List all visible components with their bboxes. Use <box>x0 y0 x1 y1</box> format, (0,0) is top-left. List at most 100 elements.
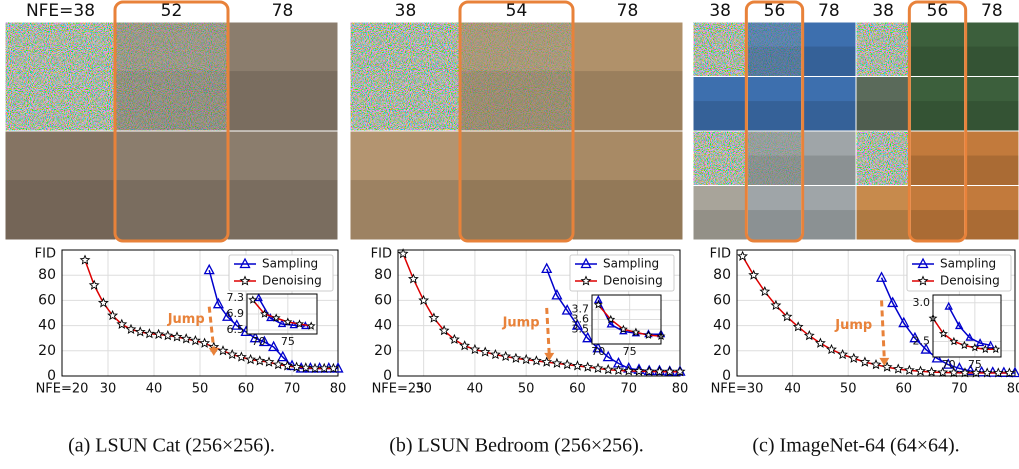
image-shade <box>910 155 965 185</box>
y-tick-label: 40 <box>374 318 392 334</box>
triangle-marker <box>592 341 604 353</box>
image-noise <box>350 22 461 131</box>
inset-y-tick-label: 6.5 <box>227 323 245 336</box>
star-marker <box>892 363 904 374</box>
star-marker <box>300 362 312 373</box>
triangle-marker <box>231 319 243 330</box>
jump-label: Jump <box>834 318 872 333</box>
y-tick-label: 60 <box>374 292 392 308</box>
star-marker <box>520 353 532 365</box>
star-marker <box>235 351 247 362</box>
series-line <box>402 253 680 373</box>
triangle-marker <box>268 340 280 352</box>
sample-image <box>965 22 1019 76</box>
y-tick-label: 0 <box>47 368 56 384</box>
x-tick-label: 70 <box>620 382 637 397</box>
x-tick-label: 60 <box>238 382 255 397</box>
highlight-box <box>744 0 805 243</box>
inset-y-tick-label: 3.6 <box>572 313 590 326</box>
series-line <box>948 306 991 347</box>
image-shade <box>910 101 965 131</box>
highlight-box <box>907 0 968 243</box>
inset-x-tick-label: 70 <box>252 335 266 348</box>
image-shade <box>572 71 683 131</box>
star-marker <box>926 366 938 377</box>
triangle-marker <box>920 343 932 354</box>
column-label: 52 <box>161 1 183 21</box>
y-tick-label: 60 <box>38 292 56 308</box>
legend-label: Denoising <box>603 274 663 288</box>
sample-image <box>965 77 1019 131</box>
star-marker <box>654 365 665 377</box>
image-shade <box>965 46 1019 76</box>
star-marker <box>438 324 450 336</box>
sample-image <box>227 22 338 131</box>
star-marker <box>826 343 837 355</box>
column-label: 54 <box>506 1 528 21</box>
triangle-marker <box>965 332 974 341</box>
star-marker <box>917 275 929 286</box>
y-tick-label: 0 <box>722 368 731 384</box>
star-marker <box>643 330 653 339</box>
sample-image <box>965 131 1019 185</box>
inset-frame <box>246 293 318 335</box>
triangle-marker <box>239 257 251 269</box>
triangle-marker <box>986 340 995 349</box>
jump-arrowhead <box>208 347 219 356</box>
star-marker <box>981 367 993 378</box>
triangle-marker <box>887 296 899 308</box>
image-shade <box>856 210 910 240</box>
jump-arrowhead <box>544 352 555 361</box>
star-marker <box>171 331 183 342</box>
sample-image <box>910 131 965 185</box>
star-marker <box>295 319 304 328</box>
star-marker <box>960 340 969 350</box>
star-marker <box>970 367 982 378</box>
star-marker <box>561 359 573 370</box>
x-tick-label: 50 <box>192 382 209 397</box>
sample-image <box>350 131 461 240</box>
inset-x-tick-label: 75 <box>968 358 982 371</box>
column-label: NFE=38 <box>26 1 95 21</box>
image-noise <box>693 22 747 76</box>
star-marker <box>992 367 1004 378</box>
column-label: 78 <box>981 1 1003 21</box>
star-marker <box>592 362 604 374</box>
star-marker <box>781 311 793 322</box>
star-marker <box>263 356 275 367</box>
star-marker <box>593 300 603 309</box>
star-marker <box>664 365 676 377</box>
star-marker <box>407 273 419 284</box>
star-marker <box>291 361 303 372</box>
image-shade <box>965 101 1019 131</box>
plot-frame <box>736 249 1016 377</box>
image-shade <box>227 180 338 240</box>
star-marker <box>459 340 470 351</box>
column-label: 78 <box>617 1 639 21</box>
triangle-marker <box>571 319 584 330</box>
inset-frame <box>932 294 1002 358</box>
star-marker <box>418 294 430 305</box>
triangle-marker <box>289 320 298 329</box>
star-marker <box>792 321 804 332</box>
image-shade <box>461 180 572 240</box>
highlight-box <box>113 0 230 243</box>
sample-image <box>116 131 227 240</box>
y-tick-label: 80 <box>38 267 56 283</box>
plot-frame <box>61 249 339 377</box>
image-shade <box>693 101 747 131</box>
x-tick-label: 30 <box>100 382 117 397</box>
jump-label: Jump <box>502 316 540 331</box>
legend-label: Denoising <box>262 274 322 288</box>
star-marker <box>448 333 460 345</box>
column-label: 56 <box>764 1 786 21</box>
image-shade <box>802 101 856 131</box>
star-marker <box>272 359 284 370</box>
star-marker <box>623 365 635 376</box>
star-marker <box>469 343 481 355</box>
y-axis-label: FID <box>710 247 731 262</box>
inset-y-tick-label: 7.3 <box>227 291 245 304</box>
image-shade <box>856 101 910 131</box>
star-marker <box>904 364 915 375</box>
x-tick-label: 40 <box>146 382 163 397</box>
